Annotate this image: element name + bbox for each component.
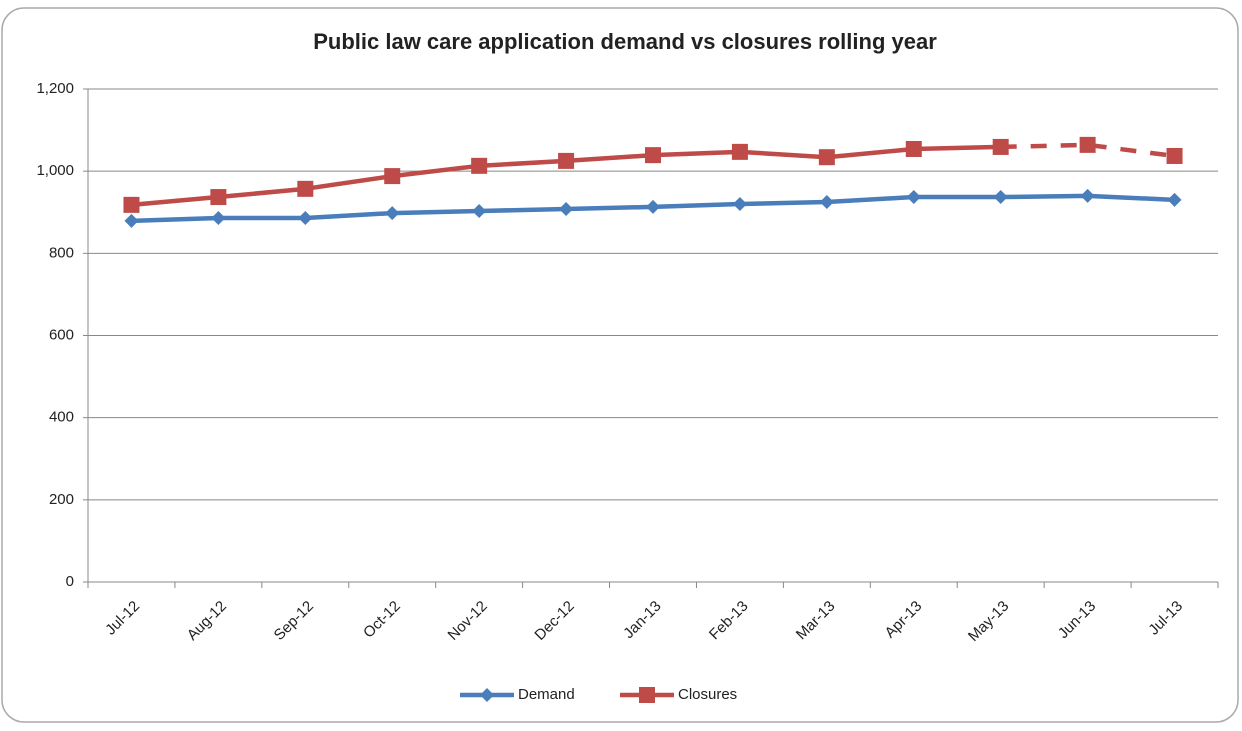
data-point [731,143,748,160]
legend-label: Closures [678,686,737,703]
data-point [906,190,921,205]
y-tick-label: 1,200 [36,80,74,97]
data-point [645,147,661,164]
data-point [385,206,400,221]
data-point [992,138,1009,155]
y-tick-label: 800 [49,244,74,261]
data-point [211,211,226,226]
data-point [210,189,227,206]
y-tick-label: 1,000 [36,162,74,179]
data-point [298,211,313,226]
y-tick-label: 0 [66,573,74,590]
data-point [297,180,314,197]
data-point [384,168,401,185]
y-tick-label: 200 [49,491,74,508]
data-point [646,199,660,214]
chart-title: Public law care application demand vs cl… [313,29,937,54]
data-point [559,201,574,216]
data-point [818,149,835,166]
data-point [819,194,834,209]
y-tick-label: 400 [49,409,74,426]
data-point [472,204,487,219]
data-point [732,197,747,212]
y-tick-label: 600 [49,326,74,343]
data-point [1079,136,1096,153]
chart-frame [1,7,1239,723]
data-point [471,157,488,174]
data-point [124,213,139,228]
data-point [1167,192,1182,207]
legend-marker [639,687,655,703]
legend-marker [480,688,494,702]
data-point [905,140,922,157]
data-point [993,190,1008,205]
data-point [558,152,575,169]
data-point [1166,147,1183,164]
data-point [1080,188,1095,203]
data-point [123,196,140,213]
legend-label: Demand [518,686,575,703]
